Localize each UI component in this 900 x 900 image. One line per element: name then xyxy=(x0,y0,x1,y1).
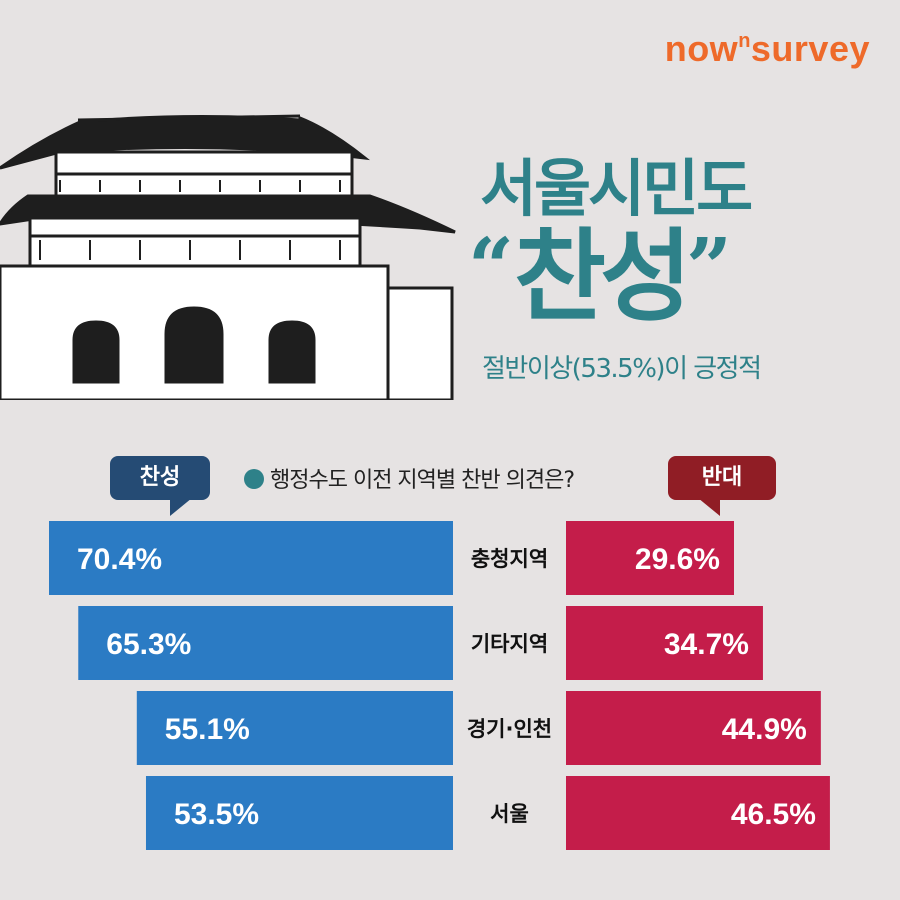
brand-logo-superscript: n xyxy=(738,30,751,52)
bar-disagree-label-1: 34.7% xyxy=(664,628,749,661)
bar-agree-3 xyxy=(145,776,453,850)
bar-disagree-label-2: 44.9% xyxy=(722,713,807,746)
headline-line1: 서울시민도 xyxy=(480,152,753,225)
category-label-1: 기타지역 xyxy=(471,632,548,656)
bar-disagree-label-0: 29.6% xyxy=(635,543,720,576)
bar-agree-2 xyxy=(136,691,453,765)
legend-agree-badge: 찬성 xyxy=(110,456,210,516)
bar-agree-0 xyxy=(49,521,453,595)
gate-illustration xyxy=(0,114,456,400)
bar-disagree-label-3: 46.5% xyxy=(731,798,816,831)
bar-agree-label-0: 70.4% xyxy=(77,543,162,576)
chart-question-text: 행정수도 이전 지역별 찬반 의견은? xyxy=(270,468,575,493)
bullet-dot-icon xyxy=(244,469,264,489)
headline-main-word: 찬성 xyxy=(514,218,692,335)
close-quote: ” xyxy=(686,220,733,314)
open-quote: “ xyxy=(468,220,515,314)
bar-agree-label-1: 65.3% xyxy=(106,628,191,661)
category-label-0: 충청지역 xyxy=(471,547,548,571)
category-label-2: 경기·인천 xyxy=(467,717,552,741)
chart-question: 행정수도 이전 지역별 찬반 의견은? xyxy=(244,462,575,494)
brand-logo: nownsurvey xyxy=(665,28,870,70)
bar-disagree-2 xyxy=(566,691,821,765)
headline-line2: “찬성” xyxy=(468,212,732,342)
bar-disagree-0 xyxy=(566,521,734,595)
brand-logo-text-b: survey xyxy=(750,28,870,69)
category-label-3: 서울 xyxy=(490,802,529,826)
bar-disagree-1 xyxy=(566,606,763,680)
bar-disagree-3 xyxy=(566,776,830,850)
bar-agree-label-2: 55.1% xyxy=(165,713,250,746)
bar-agree-label-3: 53.5% xyxy=(174,798,259,831)
brand-logo-text-a: now xyxy=(664,28,739,69)
bar-agree-1 xyxy=(78,606,454,680)
legend-disagree-badge: 반대 xyxy=(668,456,776,516)
headline-subtitle: 절반이상(53.5%)이 긍정적 xyxy=(482,354,762,384)
